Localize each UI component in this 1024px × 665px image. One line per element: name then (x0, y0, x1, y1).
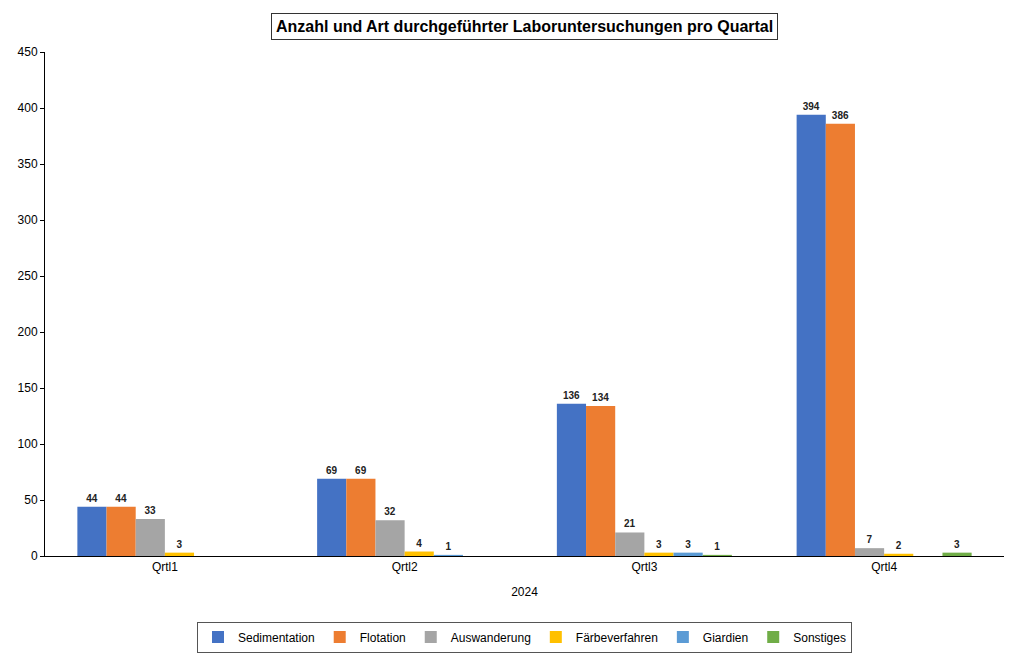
svg-text:386: 386 (832, 110, 849, 121)
svg-text:2: 2 (896, 540, 902, 551)
svg-text:Qrtl1: Qrtl1 (152, 560, 178, 574)
svg-text:44: 44 (115, 493, 127, 504)
svg-text:Giardien: Giardien (703, 631, 748, 645)
svg-text:Sedimentation: Sedimentation (238, 631, 315, 645)
svg-text:Flotation: Flotation (360, 631, 406, 645)
svg-text:69: 69 (326, 465, 338, 476)
svg-text:200: 200 (18, 325, 38, 339)
svg-text:100: 100 (18, 437, 38, 451)
svg-text:50: 50 (24, 493, 38, 507)
svg-text:Qrtl3: Qrtl3 (631, 560, 657, 574)
svg-text:21: 21 (624, 518, 636, 529)
svg-text:33: 33 (145, 505, 157, 516)
svg-text:7: 7 (867, 534, 873, 545)
svg-text:1: 1 (714, 541, 720, 552)
svg-text:350: 350 (18, 157, 38, 171)
svg-text:0: 0 (31, 549, 38, 563)
svg-text:44: 44 (86, 493, 98, 504)
svg-text:Qrtl2: Qrtl2 (392, 560, 418, 574)
svg-text:250: 250 (18, 269, 38, 283)
svg-text:69: 69 (355, 465, 367, 476)
svg-text:3: 3 (656, 539, 662, 550)
svg-text:4: 4 (416, 538, 422, 549)
svg-text:Sonstiges: Sonstiges (793, 631, 846, 645)
svg-text:2024: 2024 (511, 585, 538, 599)
svg-text:Anzahl und Art durchgeführter: Anzahl und Art durchgeführter Laborunter… (276, 18, 773, 35)
svg-text:Auswanderung: Auswanderung (451, 631, 531, 645)
svg-text:Qrtl4: Qrtl4 (871, 560, 897, 574)
svg-text:300: 300 (18, 213, 38, 227)
svg-text:400: 400 (18, 101, 38, 115)
svg-text:3: 3 (954, 539, 960, 550)
svg-text:150: 150 (18, 381, 38, 395)
svg-text:3: 3 (685, 539, 691, 550)
svg-text:32: 32 (384, 506, 396, 517)
svg-text:394: 394 (803, 101, 820, 112)
svg-text:136: 136 (563, 390, 580, 401)
svg-text:1: 1 (445, 541, 451, 552)
svg-text:3: 3 (176, 539, 182, 550)
svg-text:Färbeverfahren: Färbeverfahren (576, 631, 658, 645)
svg-text:450: 450 (18, 45, 38, 59)
svg-text:134: 134 (592, 392, 609, 403)
